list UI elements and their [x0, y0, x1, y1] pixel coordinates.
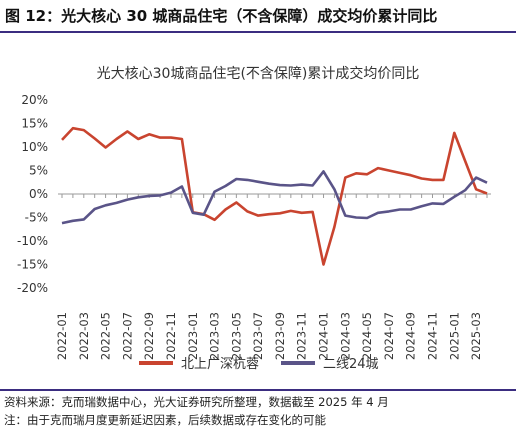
x-tick-label: 2024-05	[360, 312, 374, 360]
x-tick-label: 2024-03	[338, 312, 352, 360]
x-tick-label: 2022-05	[99, 312, 113, 360]
y-tick-label: -10%	[17, 234, 48, 248]
x-tick-label: 2023-05	[229, 312, 243, 360]
x-tick-label: 2023-03	[208, 312, 222, 360]
legend: 北上广深杭蓉 二线24城	[139, 357, 379, 372]
series-lines	[61, 126, 488, 266]
x-tick-label: 2023-09	[273, 312, 287, 360]
x-tick-label: 2022-09	[142, 312, 156, 360]
x-tick-label: 2024-01	[317, 312, 331, 360]
x-tick-label: 2022-03	[77, 312, 91, 360]
x-axis-labels: 2022-01 2022-03 2022-05 2022-07 2022-09 2022-…	[55, 312, 483, 360]
y-tick-label: 0%	[29, 187, 48, 201]
footnote: 注：由于克而瑞月度更新延迟因素，后续数据或存在变化的可能	[4, 413, 326, 427]
series-line-tier1	[61, 126, 488, 266]
figure-label: 图 12：光大核心 30 城商品住宅（不含保障）成交均价累计同比	[5, 7, 438, 25]
x-tick-label: 2023-07	[251, 312, 265, 360]
y-tick-label: -20%	[17, 281, 48, 295]
x-tick-label: 2024-07	[382, 312, 396, 360]
title-rule	[0, 31, 516, 33]
x-tick-label: 2025-01	[447, 312, 461, 360]
y-tick-label: -15%	[17, 258, 48, 272]
footer-rule	[0, 389, 516, 391]
x-tick-label: 2024-09	[404, 312, 418, 360]
chart-title: 光大核心30城商品住宅(不含保障)累计成交均价同比	[97, 65, 420, 82]
x-tick-label: 2024-11	[426, 312, 440, 360]
series-line-tier2	[61, 170, 488, 225]
y-tick-label: 15%	[21, 117, 48, 131]
legend-label-series-a: 北上广深杭蓉	[181, 357, 259, 372]
source-note: 资料来源：克而瑞数据中心，光大证券研究所整理，数据截至 2025 年 4 月	[4, 395, 389, 409]
x-tick-label: 2022-01	[55, 312, 69, 360]
y-axis-labels: 20% 15% 10% 5% 0% -5% -10% -15% -20%	[17, 93, 48, 295]
legend-label-series-b: 二线24城	[323, 357, 379, 372]
x-tick-label: 2022-07	[120, 312, 134, 360]
y-tick-label: 10%	[21, 140, 48, 154]
y-tick-label: -5%	[25, 211, 48, 225]
y-tick-label: 20%	[21, 93, 48, 107]
y-tick-label: 5%	[29, 164, 48, 178]
x-tick-label: 2023-11	[295, 312, 309, 360]
x-tick-label: 2022-11	[164, 312, 178, 360]
x-axis-ticks	[61, 194, 488, 198]
x-tick-label: 2023-01	[186, 312, 200, 360]
x-tick-label: 2025-03	[469, 312, 483, 360]
line-chart: 光大核心30城商品住宅(不含保障)累计成交均价同比 20% 15% 10% 5% 0% -…	[17, 65, 491, 372]
